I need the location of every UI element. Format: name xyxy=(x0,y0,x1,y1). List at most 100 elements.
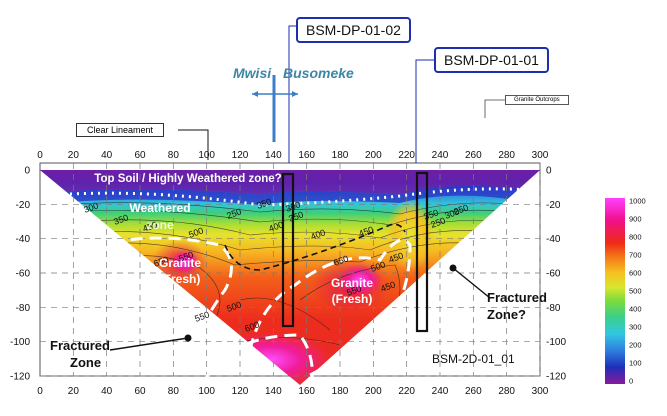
x-tick-top: 60 xyxy=(134,150,146,161)
colorbar-tick: 1000 xyxy=(629,197,646,206)
colorbar-tick: 800 xyxy=(629,233,642,242)
x-tick-bottom: 240 xyxy=(432,386,449,397)
contour-value-label: 650 xyxy=(152,254,170,269)
colorbar-tick: 0 xyxy=(629,377,633,386)
colorbar-tick: 300 xyxy=(629,323,642,332)
contour-value-label: 350 xyxy=(287,209,305,224)
contour-value-label: 450 xyxy=(357,224,375,239)
borehole-b-column xyxy=(415,171,429,333)
y-tick-left: -80 xyxy=(16,303,31,314)
contour-value-label: 300 xyxy=(284,199,302,214)
borehole-a-callout: BSM-DP-01-02 xyxy=(296,17,411,43)
contour-value-label: 500 xyxy=(187,225,205,240)
topsoil-label: Top Soil / Highly Weathered zone? xyxy=(94,173,281,185)
granite-right-label-2: (Fresh) xyxy=(332,292,373,306)
x-tick-bottom: 40 xyxy=(101,386,113,397)
x-tick-top: 100 xyxy=(198,150,215,161)
x-tick-bottom: 300 xyxy=(532,386,549,397)
x-axis-top: 0 20 40 60 80 100 120 140 160 180 200 220 240 260 280 3… xyxy=(37,150,549,161)
colorbar-tick: 400 xyxy=(629,305,642,314)
fractured-left-label-2: Zone xyxy=(70,355,101,370)
x-tick-bottom: 160 xyxy=(298,386,315,397)
fractured-left-pointer xyxy=(109,337,189,351)
y-tick-right: -60 xyxy=(546,269,561,280)
x-tick-bottom: 260 xyxy=(465,386,482,397)
y-tick-left: -20 xyxy=(16,200,31,211)
interface-dashed-line xyxy=(224,223,406,271)
fractured-right-dot xyxy=(449,264,457,272)
contour-value-label: 250 xyxy=(452,202,470,217)
arrow-right-icon xyxy=(292,91,298,97)
colorbar-tick: 700 xyxy=(629,251,642,260)
fractured-right-pointer xyxy=(452,267,491,299)
x-tick-top: 20 xyxy=(68,150,80,161)
contour-value-label: 300 xyxy=(443,206,461,221)
contour-value-label: 550 xyxy=(193,309,211,324)
granite-left-boundary xyxy=(111,236,233,341)
contour-value-label: 550 xyxy=(345,283,363,298)
contour-value-label: 450 xyxy=(379,279,397,294)
x-tick-top: 0 xyxy=(37,150,43,161)
contour-value-label: 500 xyxy=(369,259,387,274)
x-tick-top: 220 xyxy=(398,150,415,161)
x-tick-top: 280 xyxy=(498,150,515,161)
y-tick-left: 0 xyxy=(24,166,30,177)
granite-left-label-2: (Fresh) xyxy=(160,272,201,286)
x-tick-bottom: 200 xyxy=(365,386,382,397)
lineament-connector xyxy=(178,129,209,160)
contour-value-label: 400 xyxy=(267,219,285,234)
granite-left-label-1: Granite xyxy=(159,256,201,270)
contour-value-label: 500 xyxy=(225,299,243,314)
y-tick-right: -100 xyxy=(546,337,566,348)
borehole-b-callout: BSM-DP-01-01 xyxy=(434,47,549,73)
contour-value-label: 650 xyxy=(332,253,350,268)
outcrop-connector xyxy=(484,99,505,118)
colorbar-tick: 200 xyxy=(629,341,642,350)
colorbar-tick: 100 xyxy=(629,359,642,368)
y-tick-right: -20 xyxy=(546,200,561,211)
x-tick-bottom: 60 xyxy=(134,386,146,397)
x-tick-bottom: 280 xyxy=(498,386,515,397)
x-tick-top: 300 xyxy=(532,150,549,161)
y-tick-right: -80 xyxy=(546,303,561,314)
y-tick-right: 0 xyxy=(546,166,552,177)
x-tick-bottom: 100 xyxy=(198,386,215,397)
contour-value-label: 400 xyxy=(309,227,327,242)
fractured-right-label-2: Zone? xyxy=(487,307,526,322)
y-tick-left: -100 xyxy=(10,337,30,348)
contour-value-label: 350 xyxy=(422,207,440,222)
x-tick-top: 40 xyxy=(101,150,113,161)
contour-value-label: 250 xyxy=(225,206,243,221)
weathered-label-2: zone xyxy=(146,218,174,232)
section-id-label: BSM-2D-01_01 xyxy=(432,352,515,366)
x-tick-top: 240 xyxy=(432,150,449,161)
x-tick-bottom: 220 xyxy=(398,386,415,397)
granite-right-boundary xyxy=(248,238,412,377)
x-tick-bottom: 120 xyxy=(232,386,249,397)
y-tick-right: -120 xyxy=(546,372,566,383)
x-tick-top: 260 xyxy=(465,150,482,161)
y-tick-right: -40 xyxy=(546,234,561,245)
granite-right-label-1: Granite xyxy=(331,276,373,290)
fractured-left-label-1: Fractured xyxy=(50,338,110,353)
x-tick-top: 80 xyxy=(168,150,180,161)
lineament-callout: Clear Lineament xyxy=(76,123,165,137)
borehole-a-column xyxy=(281,172,295,328)
borehole-a-connector xyxy=(288,25,298,163)
arrow-left-icon xyxy=(252,91,258,97)
contour-value-label: 350 xyxy=(112,212,130,227)
contour-value-label: 450 xyxy=(141,219,159,234)
x-axis-bottom: 0 20 40 60 80 100 120 140 160 180 200 220 240 260 280 3… xyxy=(37,386,549,397)
granite-deep-boundary xyxy=(203,333,314,386)
x-tick-top: 140 xyxy=(265,150,282,161)
contour-value-label: 450 xyxy=(387,250,405,265)
fractured-right-label-1: Fractured xyxy=(487,290,547,305)
y-axis-left: 0 -20 -40 -60 -80 -100 -120 xyxy=(10,166,30,383)
contour-value-label: 600 xyxy=(243,319,261,334)
place-right-label: Busomeke xyxy=(283,65,354,81)
colorbar-tick: 600 xyxy=(629,269,642,278)
